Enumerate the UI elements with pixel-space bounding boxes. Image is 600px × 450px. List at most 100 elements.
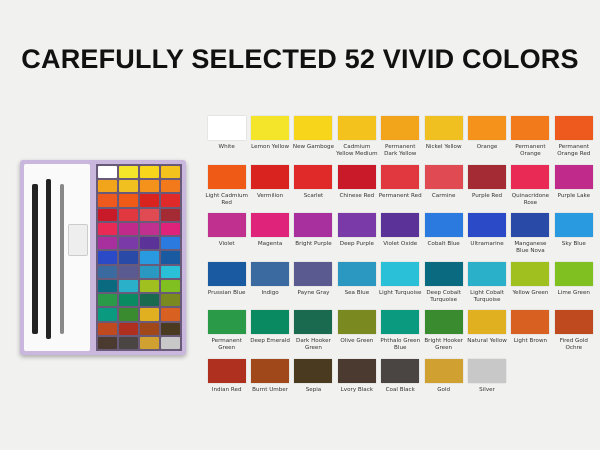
color-label: Orange bbox=[476, 144, 498, 150]
color-label: Permanent Red bbox=[378, 192, 422, 199]
color-swatch-item: Burnt Umber bbox=[248, 358, 291, 408]
color-label: Ultramarine bbox=[470, 241, 504, 247]
paint-pan bbox=[140, 265, 159, 278]
paint-pan bbox=[119, 322, 138, 335]
color-swatch bbox=[468, 358, 507, 383]
paint-pan bbox=[140, 208, 159, 221]
color-swatch-item: Natural Yellow bbox=[465, 310, 508, 359]
paint-pan bbox=[161, 322, 180, 335]
color-swatch-item: Sky Blue bbox=[552, 213, 595, 262]
color-swatch-item: Magenta bbox=[248, 213, 291, 262]
palette-lid bbox=[24, 164, 90, 351]
color-label: Deep Emerald bbox=[250, 338, 290, 344]
headline: CAREFULLY SELECTED 52 VIVID COLORS bbox=[21, 44, 579, 74]
color-label: Lemon Yellow bbox=[251, 144, 290, 150]
paint-pan bbox=[119, 208, 138, 221]
color-label: Indigo bbox=[261, 289, 279, 296]
color-swatch bbox=[468, 164, 507, 189]
color-label: White bbox=[218, 144, 235, 150]
color-swatch-item: Sea Blue bbox=[335, 261, 378, 311]
color-label: Deep Purple bbox=[339, 241, 374, 247]
paint-pan bbox=[98, 208, 117, 221]
color-swatch-item: Quinacridone Rose bbox=[509, 164, 552, 214]
color-swatch bbox=[424, 164, 463, 189]
color-swatch bbox=[381, 310, 420, 334]
paint-pan bbox=[119, 308, 138, 321]
paint-pan bbox=[140, 180, 159, 193]
color-label: Deep Cobalt Turquoise bbox=[426, 289, 461, 303]
color-label: Light Brown bbox=[513, 338, 548, 344]
color-swatch-item: Dark Hooker Green bbox=[292, 310, 335, 359]
color-swatch bbox=[424, 261, 463, 286]
paint-pan bbox=[98, 336, 117, 349]
color-swatch bbox=[207, 310, 246, 334]
color-label: Sea Blue bbox=[344, 289, 370, 296]
paint-pan bbox=[161, 279, 180, 293]
paint-pan bbox=[119, 180, 138, 193]
color-label: Light Turquoise bbox=[379, 289, 422, 296]
color-swatch-item: Lvory Black bbox=[335, 358, 378, 408]
paint-pan bbox=[119, 336, 138, 349]
color-swatch-item: Carmine bbox=[422, 164, 465, 214]
paint-pan bbox=[119, 279, 138, 293]
color-swatch bbox=[511, 164, 550, 189]
color-swatch-item: Violet bbox=[205, 213, 248, 262]
paint-pan bbox=[140, 279, 159, 293]
paint-pan bbox=[119, 166, 138, 179]
paint-pan bbox=[98, 180, 117, 193]
paint-pan bbox=[140, 322, 159, 335]
water-brush-icon bbox=[60, 184, 64, 334]
paint-pan bbox=[98, 251, 117, 264]
color-swatch-item: Permanent Orange Red bbox=[552, 116, 595, 165]
color-label: Silver bbox=[479, 386, 495, 393]
paint-pan bbox=[119, 194, 138, 207]
color-swatch-item: Sepia bbox=[292, 358, 335, 408]
color-swatch bbox=[468, 261, 507, 286]
color-label: Olive Green bbox=[340, 338, 374, 344]
color-swatch bbox=[424, 358, 463, 383]
color-swatch-item: Payne Gray bbox=[292, 261, 335, 311]
color-swatch bbox=[381, 358, 420, 383]
color-label: Natural Yellow bbox=[467, 338, 507, 344]
color-swatch bbox=[207, 164, 246, 189]
color-swatch bbox=[251, 358, 290, 383]
color-swatch-item: Purple Lake bbox=[552, 164, 595, 214]
paint-pan bbox=[140, 237, 159, 250]
color-swatch-item: Permanent Red bbox=[378, 164, 422, 214]
color-swatch bbox=[468, 213, 507, 237]
color-label: Chinese Red bbox=[339, 192, 375, 199]
color-swatch bbox=[251, 261, 290, 286]
color-swatch-item: Nickel Yellow bbox=[422, 116, 465, 165]
paint-pan bbox=[98, 279, 117, 293]
color-swatch-item: Olive Green bbox=[335, 310, 378, 359]
color-swatch bbox=[294, 358, 333, 383]
color-swatch bbox=[381, 261, 420, 286]
color-label: Light Cobalt Turquoise bbox=[470, 289, 504, 303]
paint-pan bbox=[140, 251, 159, 264]
sponge-icon bbox=[68, 224, 88, 256]
color-swatch-item: New Gamboge bbox=[292, 116, 335, 165]
paint-pan bbox=[140, 194, 159, 207]
color-swatch-item: Purple Red bbox=[465, 164, 508, 214]
color-swatch bbox=[554, 261, 593, 286]
color-swatch bbox=[294, 310, 333, 334]
color-swatch-item: Bright Purple bbox=[292, 213, 335, 262]
paint-pan bbox=[140, 308, 159, 321]
color-swatch bbox=[424, 310, 463, 334]
paint-pan bbox=[161, 166, 180, 179]
color-swatch-item: Coal Black bbox=[379, 358, 422, 408]
paint-pan bbox=[161, 222, 180, 236]
color-swatch-item: Light Cobalt Turquoise bbox=[465, 261, 508, 311]
brush-icon bbox=[32, 184, 38, 334]
color-label: Payne Gray bbox=[297, 289, 330, 296]
color-swatch bbox=[554, 213, 593, 237]
color-swatch-item: Bright Hooker Green bbox=[422, 310, 465, 359]
color-swatch bbox=[468, 116, 507, 140]
paint-pan bbox=[98, 237, 117, 250]
color-swatch bbox=[511, 116, 550, 140]
paint-tray bbox=[96, 164, 182, 351]
color-swatch-item: Permanent Dark Yellow bbox=[379, 116, 422, 165]
color-label: Burnt Umber bbox=[252, 386, 289, 393]
color-swatch-item: Permanent Orange bbox=[509, 116, 552, 165]
